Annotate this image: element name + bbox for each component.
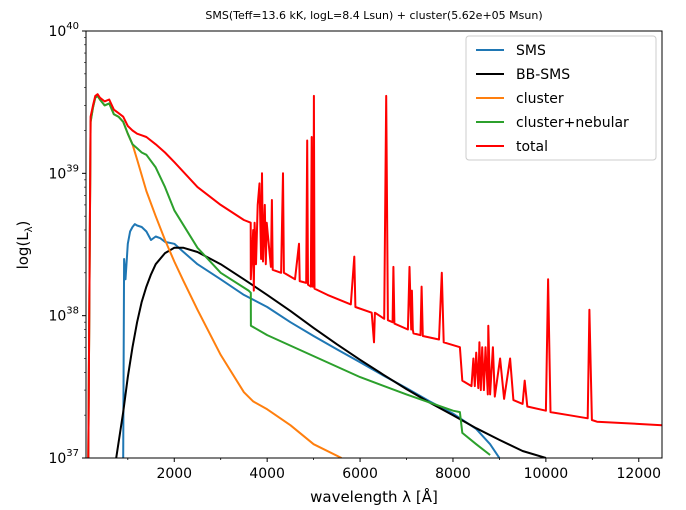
x-tick-label: 8000	[435, 466, 471, 482]
series-line-cluster-nebular	[87, 94, 491, 458]
legend-label-total: total	[516, 139, 548, 155]
x-axis-title: wavelength λ [Å]	[310, 487, 438, 506]
y-tick-label: 1040	[48, 21, 79, 40]
x-tick-label: 6000	[342, 466, 378, 482]
y-tick-label: 1039	[48, 163, 79, 182]
x-axis: 2000 4000 6000 8000 10000 12000	[127, 458, 662, 482]
legend-label-cluster-nebular: cluster+nebular	[516, 115, 629, 131]
legend-label-bb-sms: BB-SMS	[516, 67, 570, 83]
y-tick-label: 1038	[48, 306, 79, 325]
legend: SMS BB-SMS cluster cluster+nebular total	[465, 35, 657, 161]
y-tick-label: 1037	[48, 448, 79, 467]
series-line-total	[87, 93, 662, 458]
x-tick-label: 2000	[156, 466, 192, 482]
plot-frame	[85, 30, 663, 459]
series-line-bb-sms	[115, 246, 547, 458]
y-axis: 1037 1038 1039 1040	[48, 21, 86, 467]
legend-box	[465, 35, 657, 161]
series-layer	[87, 93, 662, 458]
chart-title: SMS(Teff=13.6 kK, logL=8.4 Lsun) + clust…	[205, 9, 542, 22]
x-tick-label: 4000	[249, 466, 285, 482]
legend-label-cluster: cluster	[516, 91, 564, 107]
legend-label-sms: SMS	[516, 43, 546, 59]
x-tick-label: 10000	[524, 466, 569, 482]
x-tick-label: 12000	[617, 466, 662, 482]
y-axis-title: log(Lλ)	[14, 221, 35, 270]
